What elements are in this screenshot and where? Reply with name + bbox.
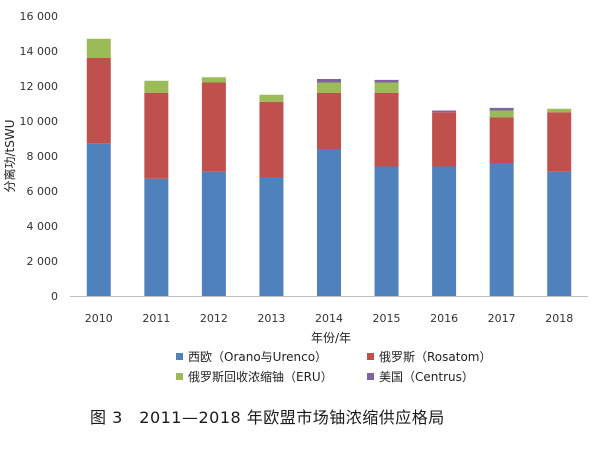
y-tick-label: 4 000 (27, 220, 59, 233)
legend-swatch-usa (367, 373, 374, 380)
legend-swatch-russia (367, 353, 374, 360)
y-axis-title: 分离功/tSWU (2, 119, 17, 192)
y-tick-label: 14 000 (20, 45, 59, 58)
x-tick-label: 2015 (373, 312, 401, 325)
bar-segment-2015-series-3 (374, 82, 399, 93)
y-tick-label: 8 000 (27, 150, 59, 163)
bar-segment-2016-series-2 (432, 112, 457, 167)
x-tick-label: 2018 (545, 312, 573, 325)
bar-segment-2010-series-3 (86, 38, 111, 58)
bar-segment-2011-series-1 (144, 178, 169, 296)
x-tick-label: 2011 (142, 312, 170, 325)
y-tick-label: 16 000 (20, 10, 59, 23)
x-tick-label: 2016 (430, 312, 458, 325)
bar-segment-2018-series-1 (547, 171, 572, 296)
bar-segment-2013-series-1 (259, 177, 284, 296)
legend-label-west-europe: 西欧（Orano与Urenco） (188, 350, 327, 364)
y-tick-label: 0 (51, 290, 58, 303)
bar-segment-2018-series-2 (547, 112, 572, 172)
bar-segment-2015-series-1 (374, 166, 399, 296)
legend-label-russia: 俄罗斯（Rosatom） (379, 350, 491, 364)
x-axis-title: 年份/年 (311, 331, 351, 345)
x-tick-label: 2014 (315, 312, 343, 325)
bar-segment-2017-series-1 (489, 163, 514, 296)
bar-segment-2013-series-3 (259, 94, 284, 102)
bar-segment-2013-series-2 (259, 101, 284, 177)
bar-segment-2015-series-2 (374, 93, 399, 167)
bar-segment-2017-series-4 (489, 107, 514, 111)
bar-segment-2014-series-2 (317, 93, 341, 149)
y-tick-label: 12 000 (20, 80, 59, 93)
y-tick-label: 10 000 (20, 115, 59, 128)
legend: 西欧（Orano与Urenco） 俄罗斯（Rosatom） 俄罗斯回收浓缩铀（E… (176, 350, 491, 384)
bar-segment-2015-series-4 (374, 79, 399, 83)
bar-segment-2014-series-4 (317, 79, 341, 83)
legend-swatch-eru (176, 373, 183, 380)
bar-segment-2011-series-3 (144, 80, 169, 93)
legend-swatch-west-europe (176, 353, 183, 360)
x-tick-label: 2012 (200, 312, 228, 325)
bar-segment-2017-series-3 (489, 110, 514, 118)
bar-segment-2011-series-2 (144, 93, 169, 179)
bar-segment-2018-series-3 (547, 108, 572, 113)
bar-segment-2012-series-2 (201, 82, 226, 172)
bar-segment-2010-series-1 (86, 143, 111, 296)
x-axis-ticks: 2010 2011 2012 2013 2014 2015 2016 2017 2018 (85, 312, 573, 325)
bar-segment-2014-series-1 (317, 149, 341, 296)
plot-area (70, 38, 588, 297)
figure-caption: 图 3 2011—2018 年欧盟市场铀浓缩供应格局 (90, 408, 445, 427)
bar-segment-2017-series-2 (489, 117, 514, 163)
x-tick-label: 2013 (257, 312, 285, 325)
bar-segment-2016-series-4 (432, 110, 457, 113)
bar-segment-2012-series-1 (201, 171, 226, 296)
bar-segment-2010-series-2 (86, 58, 111, 144)
y-tick-label: 2 000 (27, 255, 59, 268)
y-tick-label: 6 000 (27, 185, 59, 198)
legend-label-eru: 俄罗斯回收浓缩铀（ERU） (188, 369, 333, 384)
x-tick-label: 2010 (85, 312, 113, 325)
legend-label-usa: 美国（Centrus） (379, 370, 474, 384)
bar-segment-2016-series-1 (432, 166, 457, 296)
y-axis-ticks: 0 2 000 4 000 6 000 8 000 10 000 12 000 14 000 1… (20, 10, 59, 303)
x-tick-label: 2017 (488, 312, 516, 325)
bar-segment-2014-series-3 (317, 82, 341, 93)
bar-segment-2012-series-3 (201, 77, 226, 83)
